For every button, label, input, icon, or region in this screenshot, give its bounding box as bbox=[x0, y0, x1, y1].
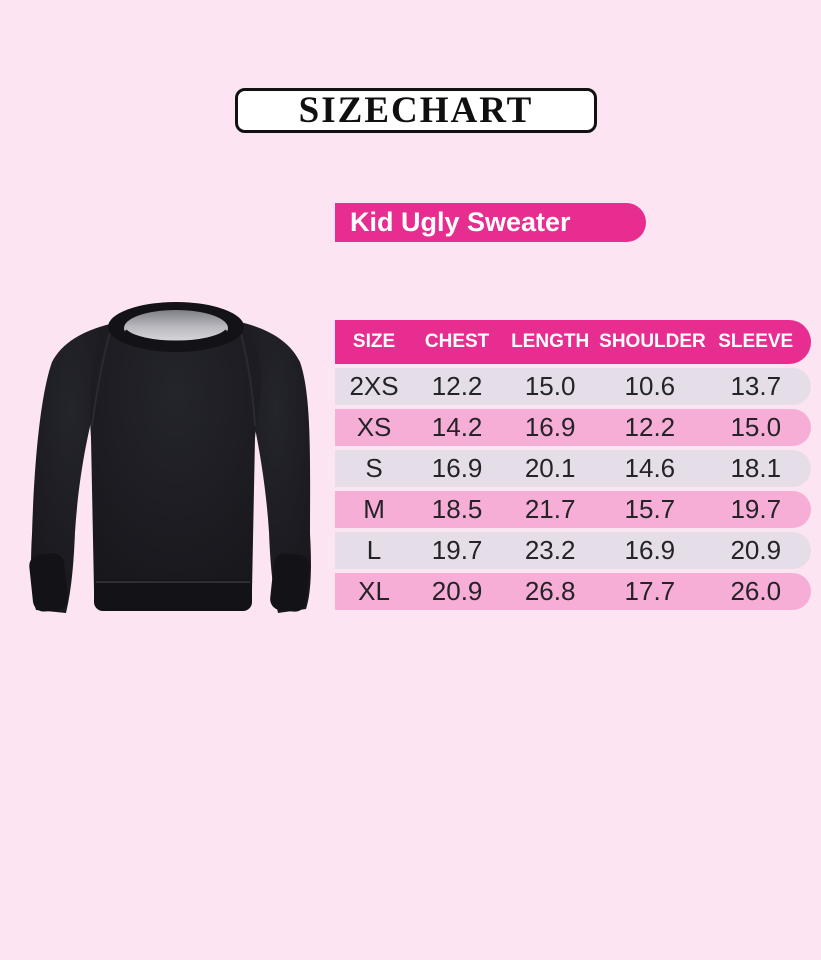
sleeve-value: 18.1 bbox=[730, 453, 782, 483]
size-table: SIZE CHEST LENGTH SHOULDER SLEEVE 2XS 12… bbox=[335, 320, 811, 610]
size-label: 2XS bbox=[349, 371, 399, 401]
size-row-xl: XL 20.9 26.8 17.7 26.0 bbox=[335, 573, 811, 610]
product-name-banner: Kid Ugly Sweater bbox=[335, 203, 646, 242]
shoulder-value: 14.6 bbox=[624, 453, 676, 483]
shoulder-value: 10.6 bbox=[624, 371, 676, 401]
chest-value: 12.2 bbox=[431, 371, 483, 401]
chest-value: 18.5 bbox=[431, 494, 483, 524]
product-name-label: Kid Ugly Sweater bbox=[350, 207, 571, 237]
size-row-l: L 19.7 23.2 16.9 20.9 bbox=[335, 532, 811, 569]
length-value: 20.1 bbox=[524, 453, 576, 483]
chest-value: 19.7 bbox=[431, 535, 483, 565]
chest-value: 16.9 bbox=[431, 453, 483, 483]
size-label: M bbox=[363, 494, 385, 524]
length-value: 15.0 bbox=[524, 371, 576, 401]
column-header-length: LENGTH bbox=[511, 331, 590, 352]
sleeve-value: 20.9 bbox=[730, 535, 782, 565]
size-label: XL bbox=[358, 576, 390, 606]
size-table-header: SIZE CHEST LENGTH SHOULDER SLEEVE bbox=[335, 320, 811, 364]
sizechart-title-plate: SIZECHART bbox=[235, 88, 597, 133]
shoulder-value: 12.2 bbox=[624, 412, 676, 442]
size-row-m: M 18.5 21.7 15.7 19.7 bbox=[335, 491, 811, 528]
size-row-xs: XS 14.2 16.9 12.2 15.0 bbox=[335, 409, 811, 446]
page-title: SIZECHART bbox=[298, 90, 534, 131]
sweater-illustration bbox=[29, 302, 311, 613]
sleeve-value: 26.0 bbox=[730, 576, 782, 606]
column-header-shoulder: SHOULDER bbox=[599, 331, 706, 352]
shoulder-value: 17.7 bbox=[624, 576, 676, 606]
column-header-chest: CHEST bbox=[424, 331, 490, 352]
size-label: L bbox=[366, 535, 382, 565]
chest-value: 14.2 bbox=[431, 412, 483, 442]
length-value: 16.9 bbox=[524, 412, 576, 442]
size-row-s: S 16.9 20.1 14.6 18.1 bbox=[335, 450, 811, 487]
shoulder-value: 15.7 bbox=[624, 494, 676, 524]
sweater-image bbox=[18, 296, 318, 618]
chest-value: 20.9 bbox=[431, 576, 483, 606]
sleeve-value: 13.7 bbox=[730, 371, 782, 401]
length-value: 21.7 bbox=[524, 494, 576, 524]
sleeve-value: 19.7 bbox=[730, 494, 782, 524]
size-label: S bbox=[365, 453, 383, 483]
length-value: 26.8 bbox=[524, 576, 576, 606]
shoulder-value: 16.9 bbox=[624, 535, 676, 565]
size-label: XS bbox=[356, 412, 392, 442]
column-header-sleeve: SLEEVE bbox=[718, 331, 794, 352]
size-row-2xs: 2XS 12.2 15.0 10.6 13.7 bbox=[335, 368, 811, 405]
length-value: 23.2 bbox=[524, 535, 576, 565]
sleeve-value: 15.0 bbox=[730, 412, 782, 442]
column-header-size: SIZE bbox=[352, 331, 396, 352]
